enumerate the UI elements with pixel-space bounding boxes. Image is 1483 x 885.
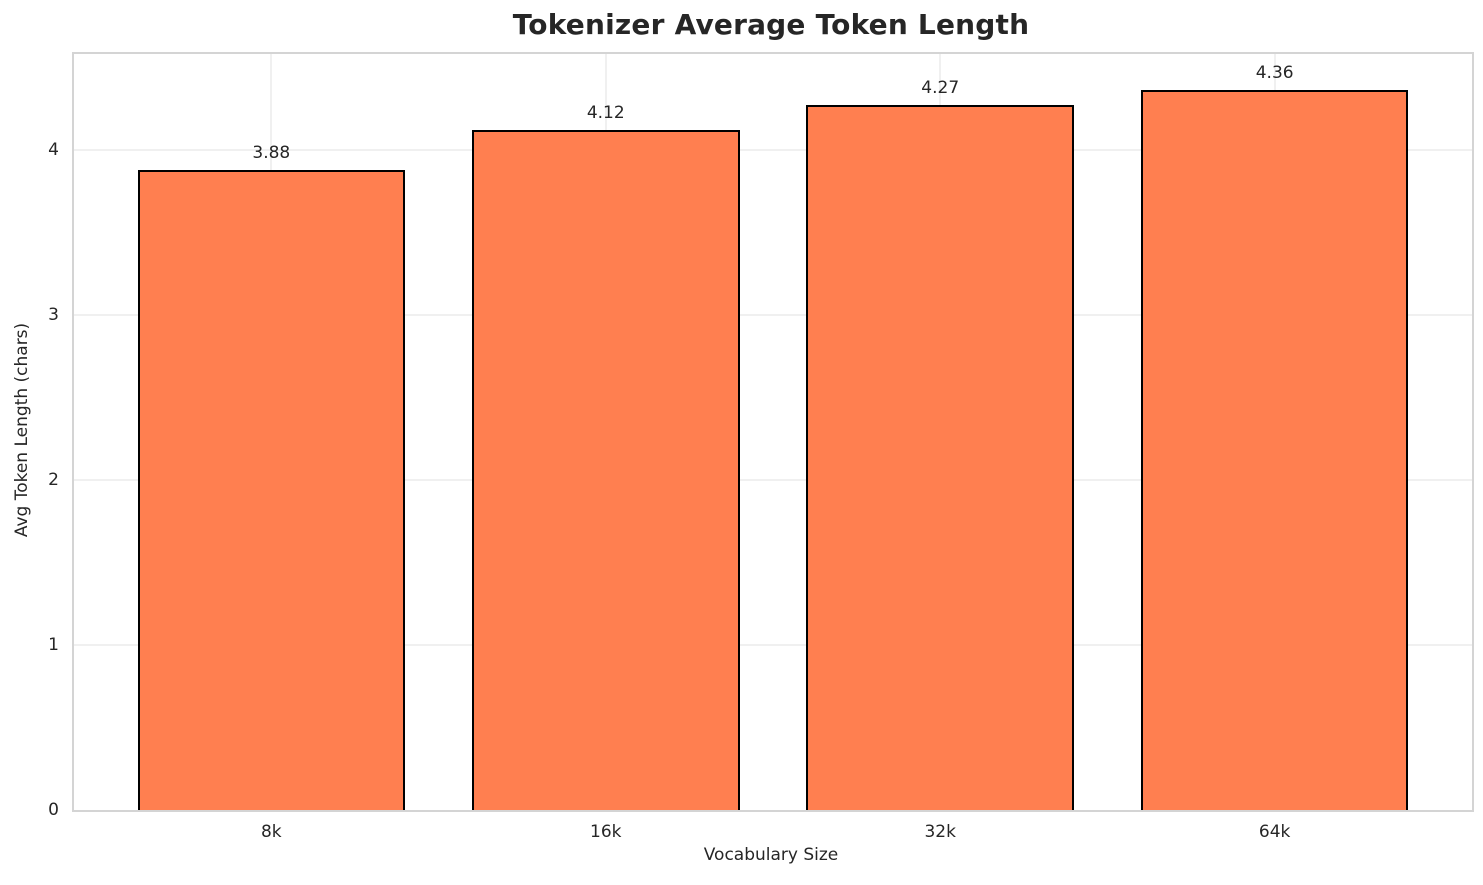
bar-value-label: 4.27 [921, 78, 960, 99]
x-tick-label: 16k [590, 822, 622, 842]
bar [137, 169, 406, 810]
y-tick-label: 0 [48, 800, 59, 820]
bar-value-label: 4.36 [1255, 63, 1294, 84]
y-tick-label: 2 [48, 469, 59, 490]
chart-title: Tokenizer Average Token Length [512, 8, 1030, 41]
x-tick-label: 8k [260, 822, 282, 842]
bar [1140, 90, 1409, 810]
y-axis-label: Avg Token Length (chars) [12, 322, 32, 538]
x-tick-label: 32k [924, 822, 956, 842]
x-tick-label: 64k [1258, 822, 1291, 842]
plot-area: 3.88 4.12 4.27 4.36 8k 16k 32k 64k 0 1 2 3 4 [48, 52, 1474, 842]
bar-value-label: 3.88 [252, 142, 291, 163]
gridline-horizontal [74, 643, 1472, 646]
bar [806, 105, 1074, 810]
gridline-horizontal [74, 478, 1472, 481]
gridline-horizontal [74, 148, 1472, 151]
gridline-horizontal [74, 313, 1472, 316]
bar-value-label: 4.12 [586, 102, 625, 123]
y-tick-label: 3 [48, 304, 59, 325]
y-tick-label: 4 [48, 139, 59, 160]
y-tick-label: 1 [48, 634, 59, 655]
x-axis-label: Vocabulary Size [703, 845, 839, 865]
bar [471, 129, 740, 810]
